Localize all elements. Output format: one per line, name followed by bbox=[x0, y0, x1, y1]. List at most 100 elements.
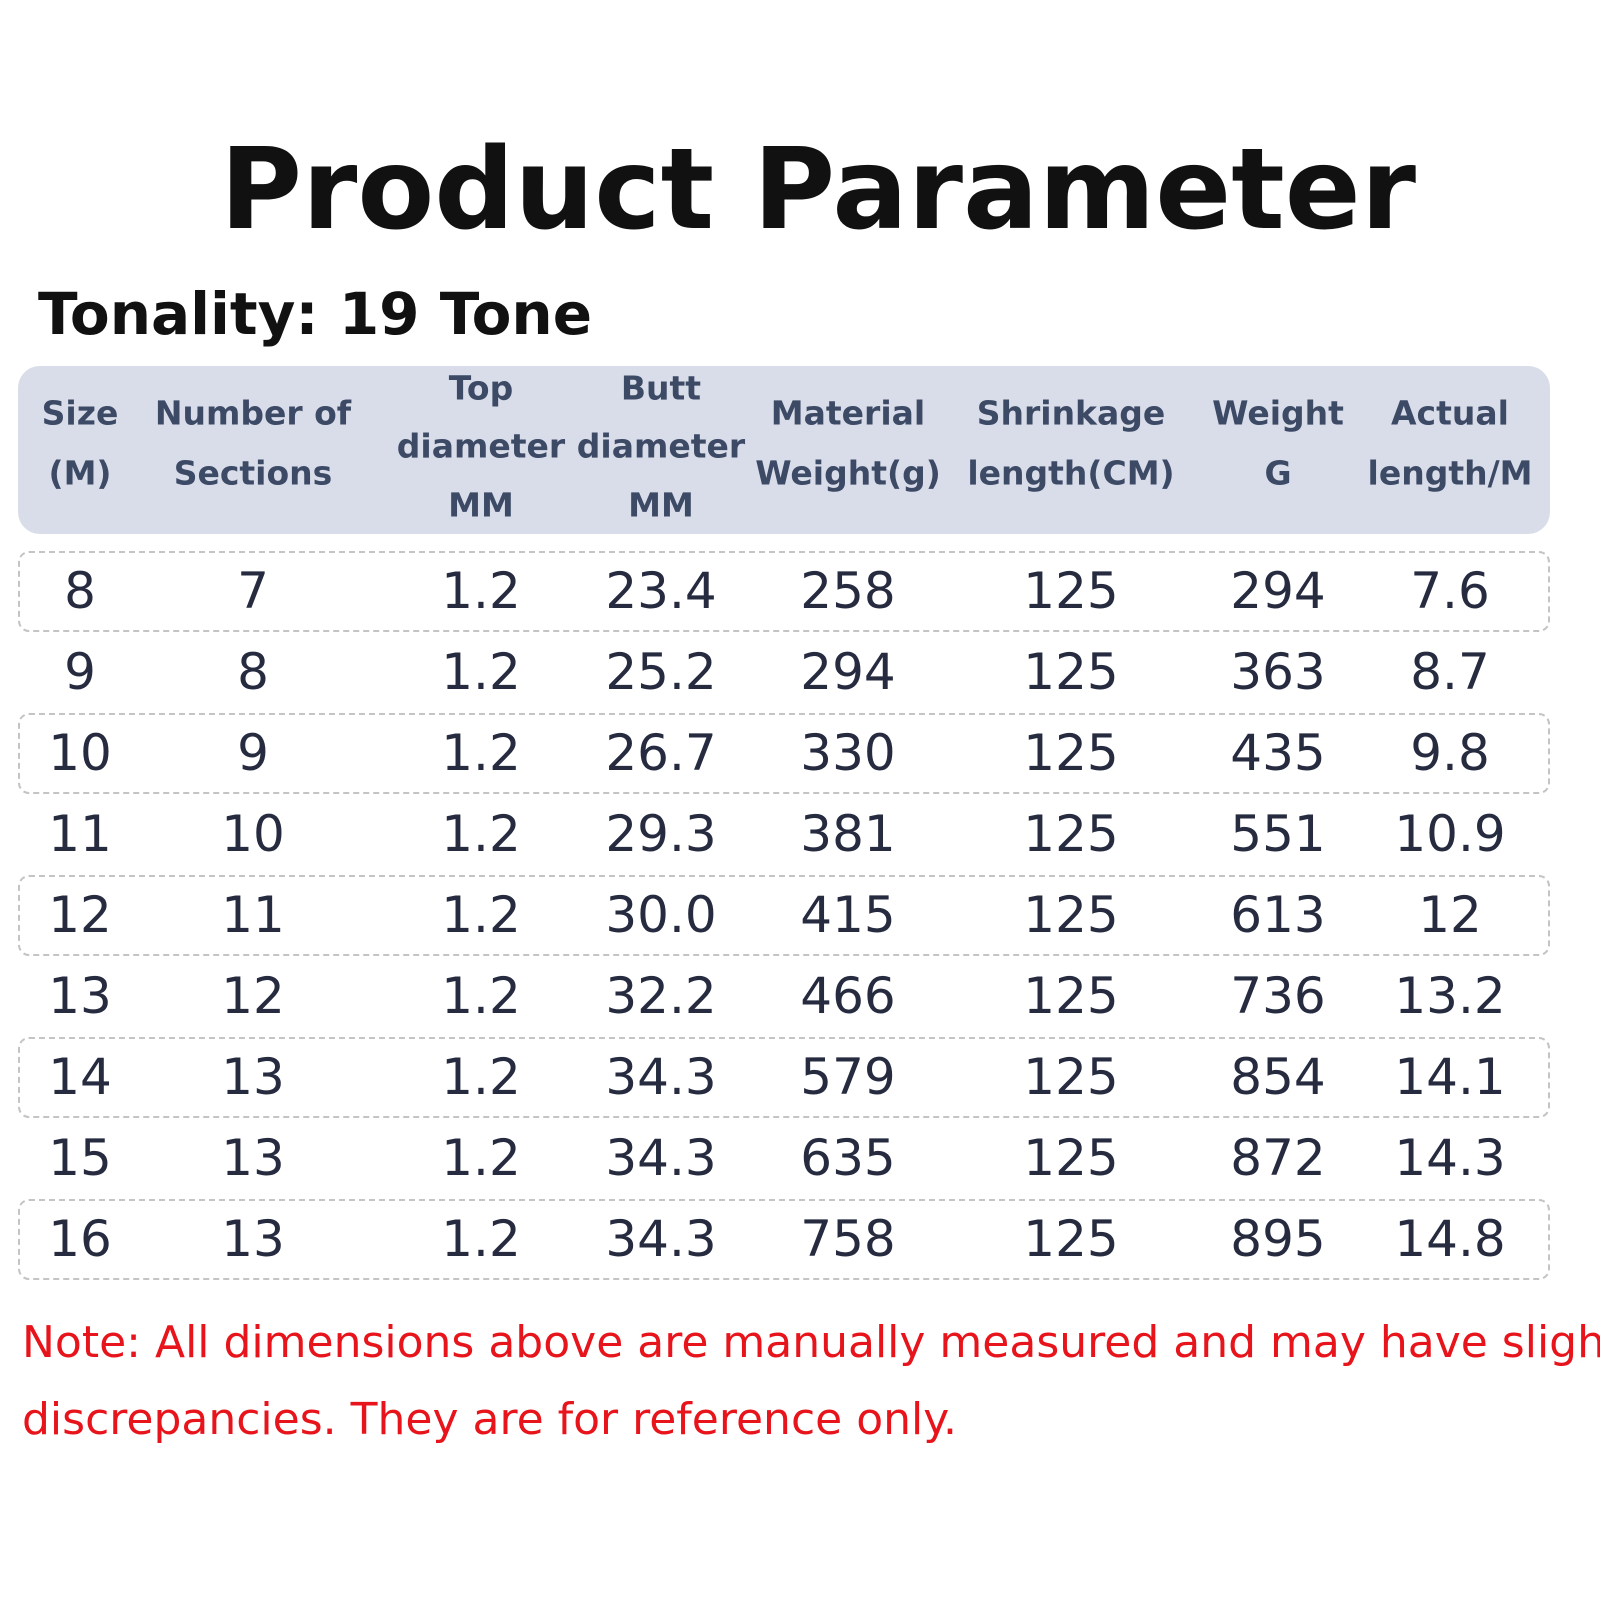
table-cell: 14.8 bbox=[1394, 1210, 1505, 1268]
header-cell: length/M bbox=[1368, 454, 1533, 493]
header-cell: Number of bbox=[155, 394, 352, 433]
table-cell: 10 bbox=[221, 805, 285, 863]
row-border bbox=[18, 551, 1550, 632]
table-cell: 635 bbox=[800, 1129, 895, 1187]
table-cell: 16 bbox=[48, 1210, 112, 1268]
header-cell: MM bbox=[628, 486, 694, 525]
table-cell: 25.2 bbox=[605, 643, 716, 701]
table-cell: 1.2 bbox=[441, 643, 521, 701]
page-title: Product Parameter bbox=[220, 125, 1416, 255]
header-cell: Butt bbox=[621, 369, 701, 408]
table-cell: 1.2 bbox=[441, 886, 521, 944]
table-cell: 9 bbox=[237, 724, 269, 782]
table-cell: 9.8 bbox=[1410, 724, 1490, 782]
table-cell: 7.6 bbox=[1410, 562, 1490, 620]
row-border bbox=[18, 1199, 1550, 1280]
table-cell: 125 bbox=[1023, 967, 1118, 1025]
table-cell: 7 bbox=[237, 562, 269, 620]
table-cell: 34.3 bbox=[605, 1210, 716, 1268]
note-line: Note: All dimensions above are manually … bbox=[22, 1317, 1600, 1368]
note-line: discrepancies. They are for reference on… bbox=[22, 1394, 957, 1445]
row-border bbox=[18, 713, 1550, 794]
row-border bbox=[18, 875, 1550, 956]
table-cell: 125 bbox=[1023, 562, 1118, 620]
table-cell: 8 bbox=[237, 643, 269, 701]
table-cell: 26.7 bbox=[605, 724, 716, 782]
table-cell: 10 bbox=[48, 724, 112, 782]
table-cell: 258 bbox=[800, 562, 895, 620]
table-cell: 736 bbox=[1230, 967, 1325, 1025]
table-cell: 8 bbox=[64, 562, 96, 620]
table-cell: 613 bbox=[1230, 886, 1325, 944]
header-cell: Sections bbox=[174, 454, 333, 493]
table-cell: 15 bbox=[48, 1129, 112, 1187]
table-cell: 8.7 bbox=[1410, 643, 1490, 701]
header-cell: diameter bbox=[577, 427, 746, 466]
header-cell: diameter bbox=[397, 427, 566, 466]
table-cell: 1.2 bbox=[441, 1048, 521, 1106]
header-cell: length(CM) bbox=[967, 454, 1174, 493]
table-cell: 125 bbox=[1023, 886, 1118, 944]
table-cell: 1.2 bbox=[441, 562, 521, 620]
table-cell: 13 bbox=[221, 1048, 285, 1106]
header-cell: Weight bbox=[1212, 394, 1344, 433]
table-cell: 13 bbox=[221, 1210, 285, 1268]
table-cell: 32.2 bbox=[605, 967, 716, 1025]
table-cell: 872 bbox=[1230, 1129, 1325, 1187]
table-cell: 11 bbox=[221, 886, 285, 944]
table-cell: 854 bbox=[1230, 1048, 1325, 1106]
table-cell: 14.1 bbox=[1394, 1048, 1505, 1106]
table-cell: 29.3 bbox=[605, 805, 716, 863]
header-background bbox=[18, 366, 1550, 534]
table-cell: 125 bbox=[1023, 805, 1118, 863]
table-cell: 125 bbox=[1023, 724, 1118, 782]
table-cell: 1.2 bbox=[441, 967, 521, 1025]
row-border bbox=[18, 1037, 1550, 1118]
header-cell: Size bbox=[42, 394, 119, 433]
table-cell: 125 bbox=[1023, 1129, 1118, 1187]
table-cell: 415 bbox=[800, 886, 895, 944]
table-cell: 1.2 bbox=[441, 1210, 521, 1268]
header-cell: Shrinkage bbox=[977, 394, 1166, 433]
table-cell: 330 bbox=[800, 724, 895, 782]
header-cell: MM bbox=[448, 486, 514, 525]
table-cell: 9 bbox=[64, 643, 96, 701]
table-cell: 1.2 bbox=[441, 1129, 521, 1187]
header-cell: Material bbox=[771, 394, 925, 433]
header-cell: Actual bbox=[1391, 394, 1509, 433]
subtitle: Tonality: 19 Tone bbox=[38, 280, 592, 348]
table-cell: 12 bbox=[1418, 886, 1482, 944]
table-cell: 12 bbox=[48, 886, 112, 944]
table-cell: 294 bbox=[800, 643, 895, 701]
table-cell: 13 bbox=[48, 967, 112, 1025]
table-cell: 363 bbox=[1230, 643, 1325, 701]
table-cell: 13 bbox=[221, 1129, 285, 1187]
header-cell: Top bbox=[449, 369, 513, 408]
table-cell: 11 bbox=[48, 805, 112, 863]
table-cell: 1.2 bbox=[441, 805, 521, 863]
table-cell: 381 bbox=[800, 805, 895, 863]
table-cell: 466 bbox=[800, 967, 895, 1025]
header-cell: Weight(g) bbox=[755, 454, 941, 493]
table-cell: 14 bbox=[48, 1048, 112, 1106]
table-cell: 13.2 bbox=[1394, 967, 1505, 1025]
table-cell: 23.4 bbox=[605, 562, 716, 620]
table-cell: 30.0 bbox=[605, 886, 716, 944]
table-cell: 34.3 bbox=[605, 1129, 716, 1187]
table: Size (M) Number of Sections Top diameter MM But… bbox=[18, 369, 1550, 1280]
table-cell: 34.3 bbox=[605, 1048, 716, 1106]
header-cell: G bbox=[1264, 454, 1291, 493]
table-cell: 895 bbox=[1230, 1210, 1325, 1268]
table-cell: 579 bbox=[800, 1048, 895, 1106]
table-cell: 125 bbox=[1023, 1210, 1118, 1268]
table-cell: 125 bbox=[1023, 1048, 1118, 1106]
table-cell: 125 bbox=[1023, 643, 1118, 701]
table-cell: 435 bbox=[1230, 724, 1325, 782]
table-cell: 758 bbox=[800, 1210, 895, 1268]
table-cell: 1.2 bbox=[441, 724, 521, 782]
table-cell: 14.3 bbox=[1394, 1129, 1505, 1187]
table-cell: 551 bbox=[1230, 805, 1325, 863]
table-cell: 10.9 bbox=[1394, 805, 1505, 863]
header-cell: (M) bbox=[48, 454, 111, 493]
